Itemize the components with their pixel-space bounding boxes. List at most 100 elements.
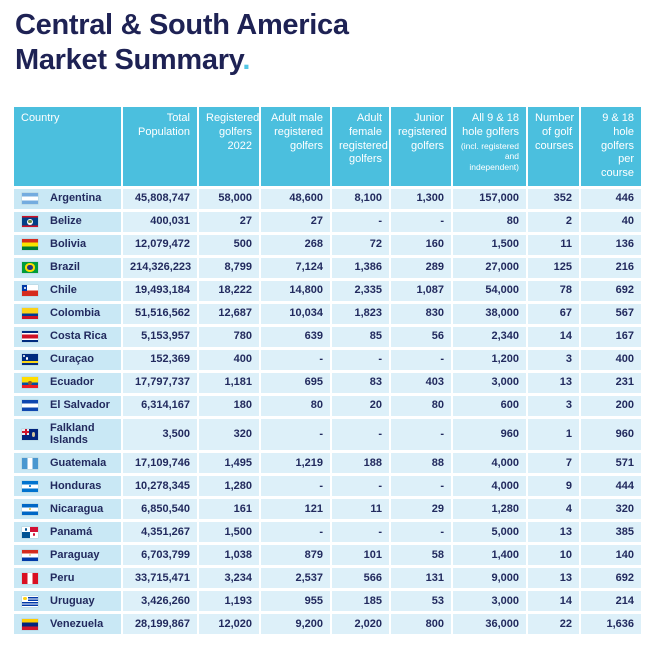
- value-cell: 1,200: [453, 349, 526, 370]
- value-cell: 400: [581, 349, 641, 370]
- value-cell: 3,500: [123, 418, 197, 451]
- table-row: Falkland Islands 3,500 320- - -960 1 960: [14, 418, 641, 451]
- value-cell: 38,000: [453, 303, 526, 324]
- country-cell: Ecuador: [14, 372, 121, 393]
- title-accent-period: .: [242, 43, 251, 76]
- colombia-flag-icon: [22, 308, 38, 320]
- country-name: Paraguay: [50, 548, 100, 561]
- value-cell: -: [391, 349, 451, 370]
- costa-rica-flag-icon: [22, 331, 38, 343]
- value-cell: 12,020: [199, 614, 259, 635]
- country-cell: Nicaragua: [14, 499, 121, 520]
- country-cell: Belize: [14, 211, 121, 232]
- header-row: Country Total Population Registered golfer…: [14, 107, 641, 186]
- value-cell: 67: [528, 303, 579, 324]
- value-cell: 180: [199, 395, 259, 416]
- country-name: Guatemala: [50, 456, 107, 469]
- value-cell: 289: [391, 257, 451, 278]
- value-cell: 400: [199, 349, 259, 370]
- value-cell: 33,715,471: [123, 568, 197, 589]
- value-cell: 2,020: [332, 614, 389, 635]
- value-cell: 695: [261, 372, 330, 393]
- value-cell: -: [261, 476, 330, 497]
- country-cell-content: Honduras: [22, 480, 114, 493]
- value-cell: 58,000: [199, 188, 259, 209]
- value-cell: 6,850,540: [123, 499, 197, 520]
- value-cell: 1,495: [199, 453, 259, 474]
- value-cell: 54,000: [453, 280, 526, 301]
- country-cell-content: Panamá: [22, 526, 114, 539]
- value-cell: 78: [528, 280, 579, 301]
- country-cell: Panamá: [14, 522, 121, 543]
- value-cell: -: [391, 476, 451, 497]
- column-header-number-of-golf-courses: Number of golf courses: [528, 107, 579, 186]
- ecuador-flag-icon: [22, 377, 38, 389]
- value-cell: -: [261, 522, 330, 543]
- value-cell: 1,300: [391, 188, 451, 209]
- table-row: Brazil 214,326,223 8,799 7,124 1,386 289 27,00…: [14, 257, 641, 278]
- value-cell: 214,326,223: [123, 257, 197, 278]
- value-cell: 80: [453, 211, 526, 232]
- country-cell-content: Costa Rica: [22, 330, 114, 343]
- uruguay-flag-icon: [22, 595, 38, 607]
- value-cell: 1,386: [332, 257, 389, 278]
- value-cell: 1,280: [453, 499, 526, 520]
- country-cell-content: Curaçao: [22, 353, 114, 366]
- value-cell: 12,079,472: [123, 234, 197, 255]
- country-cell-content: Guatemala: [22, 457, 114, 470]
- value-cell: 800: [391, 614, 451, 635]
- value-cell: 152,369: [123, 349, 197, 370]
- value-cell: 13: [528, 568, 579, 589]
- panama-flag-icon: [22, 526, 38, 538]
- page-title: Central & South America Market Summary.: [15, 8, 349, 78]
- value-cell: 200: [581, 395, 641, 416]
- value-cell: 85: [332, 326, 389, 347]
- country-cell: Argentina: [14, 188, 121, 209]
- country-cell: Colombia: [14, 303, 121, 324]
- country-cell: Peru: [14, 568, 121, 589]
- value-cell: 3,000: [453, 372, 526, 393]
- value-cell: 3: [528, 349, 579, 370]
- value-cell: 566: [332, 568, 389, 589]
- value-cell: -: [332, 349, 389, 370]
- country-cell-content: Paraguay: [22, 549, 114, 562]
- table-row: Venezuela 28,199,867 12,020 9,200 2,020 800 36…: [14, 614, 641, 635]
- value-cell: 27: [199, 211, 259, 232]
- market-summary-table-wrap: Country Total Population Registered golfer…: [12, 104, 643, 637]
- value-cell: 20: [332, 395, 389, 416]
- value-cell: 17,109,746: [123, 453, 197, 474]
- country-cell: Venezuela: [14, 614, 121, 635]
- table-row: Colombia 51,516,562 12,687 10,034 1,823 830 38…: [14, 303, 641, 324]
- table-row: Panamá 4,351,267 1,500- - -5,000 13 385: [14, 522, 641, 543]
- country-cell-content: Ecuador: [22, 376, 114, 389]
- country-name: Curaçao: [50, 353, 95, 366]
- column-header-total-population: Total Population: [123, 107, 197, 186]
- value-cell: 3,234: [199, 568, 259, 589]
- country-name: Falkland Islands: [50, 421, 95, 447]
- bolivia-flag-icon: [22, 239, 38, 251]
- country-name: El Salvador: [50, 399, 110, 412]
- country-name: Honduras: [50, 479, 102, 492]
- country-cell-content: Argentina: [22, 192, 114, 205]
- table-header: Country Total Population Registered golfer…: [14, 107, 641, 186]
- country-cell: Bolivia: [14, 234, 121, 255]
- value-cell: 1,193: [199, 591, 259, 612]
- value-cell: 40: [581, 211, 641, 232]
- guatemala-flag-icon: [22, 457, 38, 469]
- country-cell-content: Peru: [22, 572, 114, 585]
- country-name: Uruguay: [50, 594, 95, 607]
- country-cell-content: Colombia: [22, 307, 114, 320]
- value-cell: 214: [581, 591, 641, 612]
- country-cell-content: Venezuela: [22, 618, 114, 631]
- value-cell: 500: [199, 234, 259, 255]
- market-summary-table: Country Total Population Registered golfer…: [12, 104, 643, 637]
- value-cell: 160: [391, 234, 451, 255]
- value-cell: 53: [391, 591, 451, 612]
- value-cell: 4,000: [453, 476, 526, 497]
- country-name: Argentina: [50, 192, 102, 205]
- value-cell: 9,200: [261, 614, 330, 635]
- value-cell: -: [261, 418, 330, 451]
- value-cell: -: [391, 211, 451, 232]
- value-cell: 101: [332, 545, 389, 566]
- value-cell: 9: [528, 476, 579, 497]
